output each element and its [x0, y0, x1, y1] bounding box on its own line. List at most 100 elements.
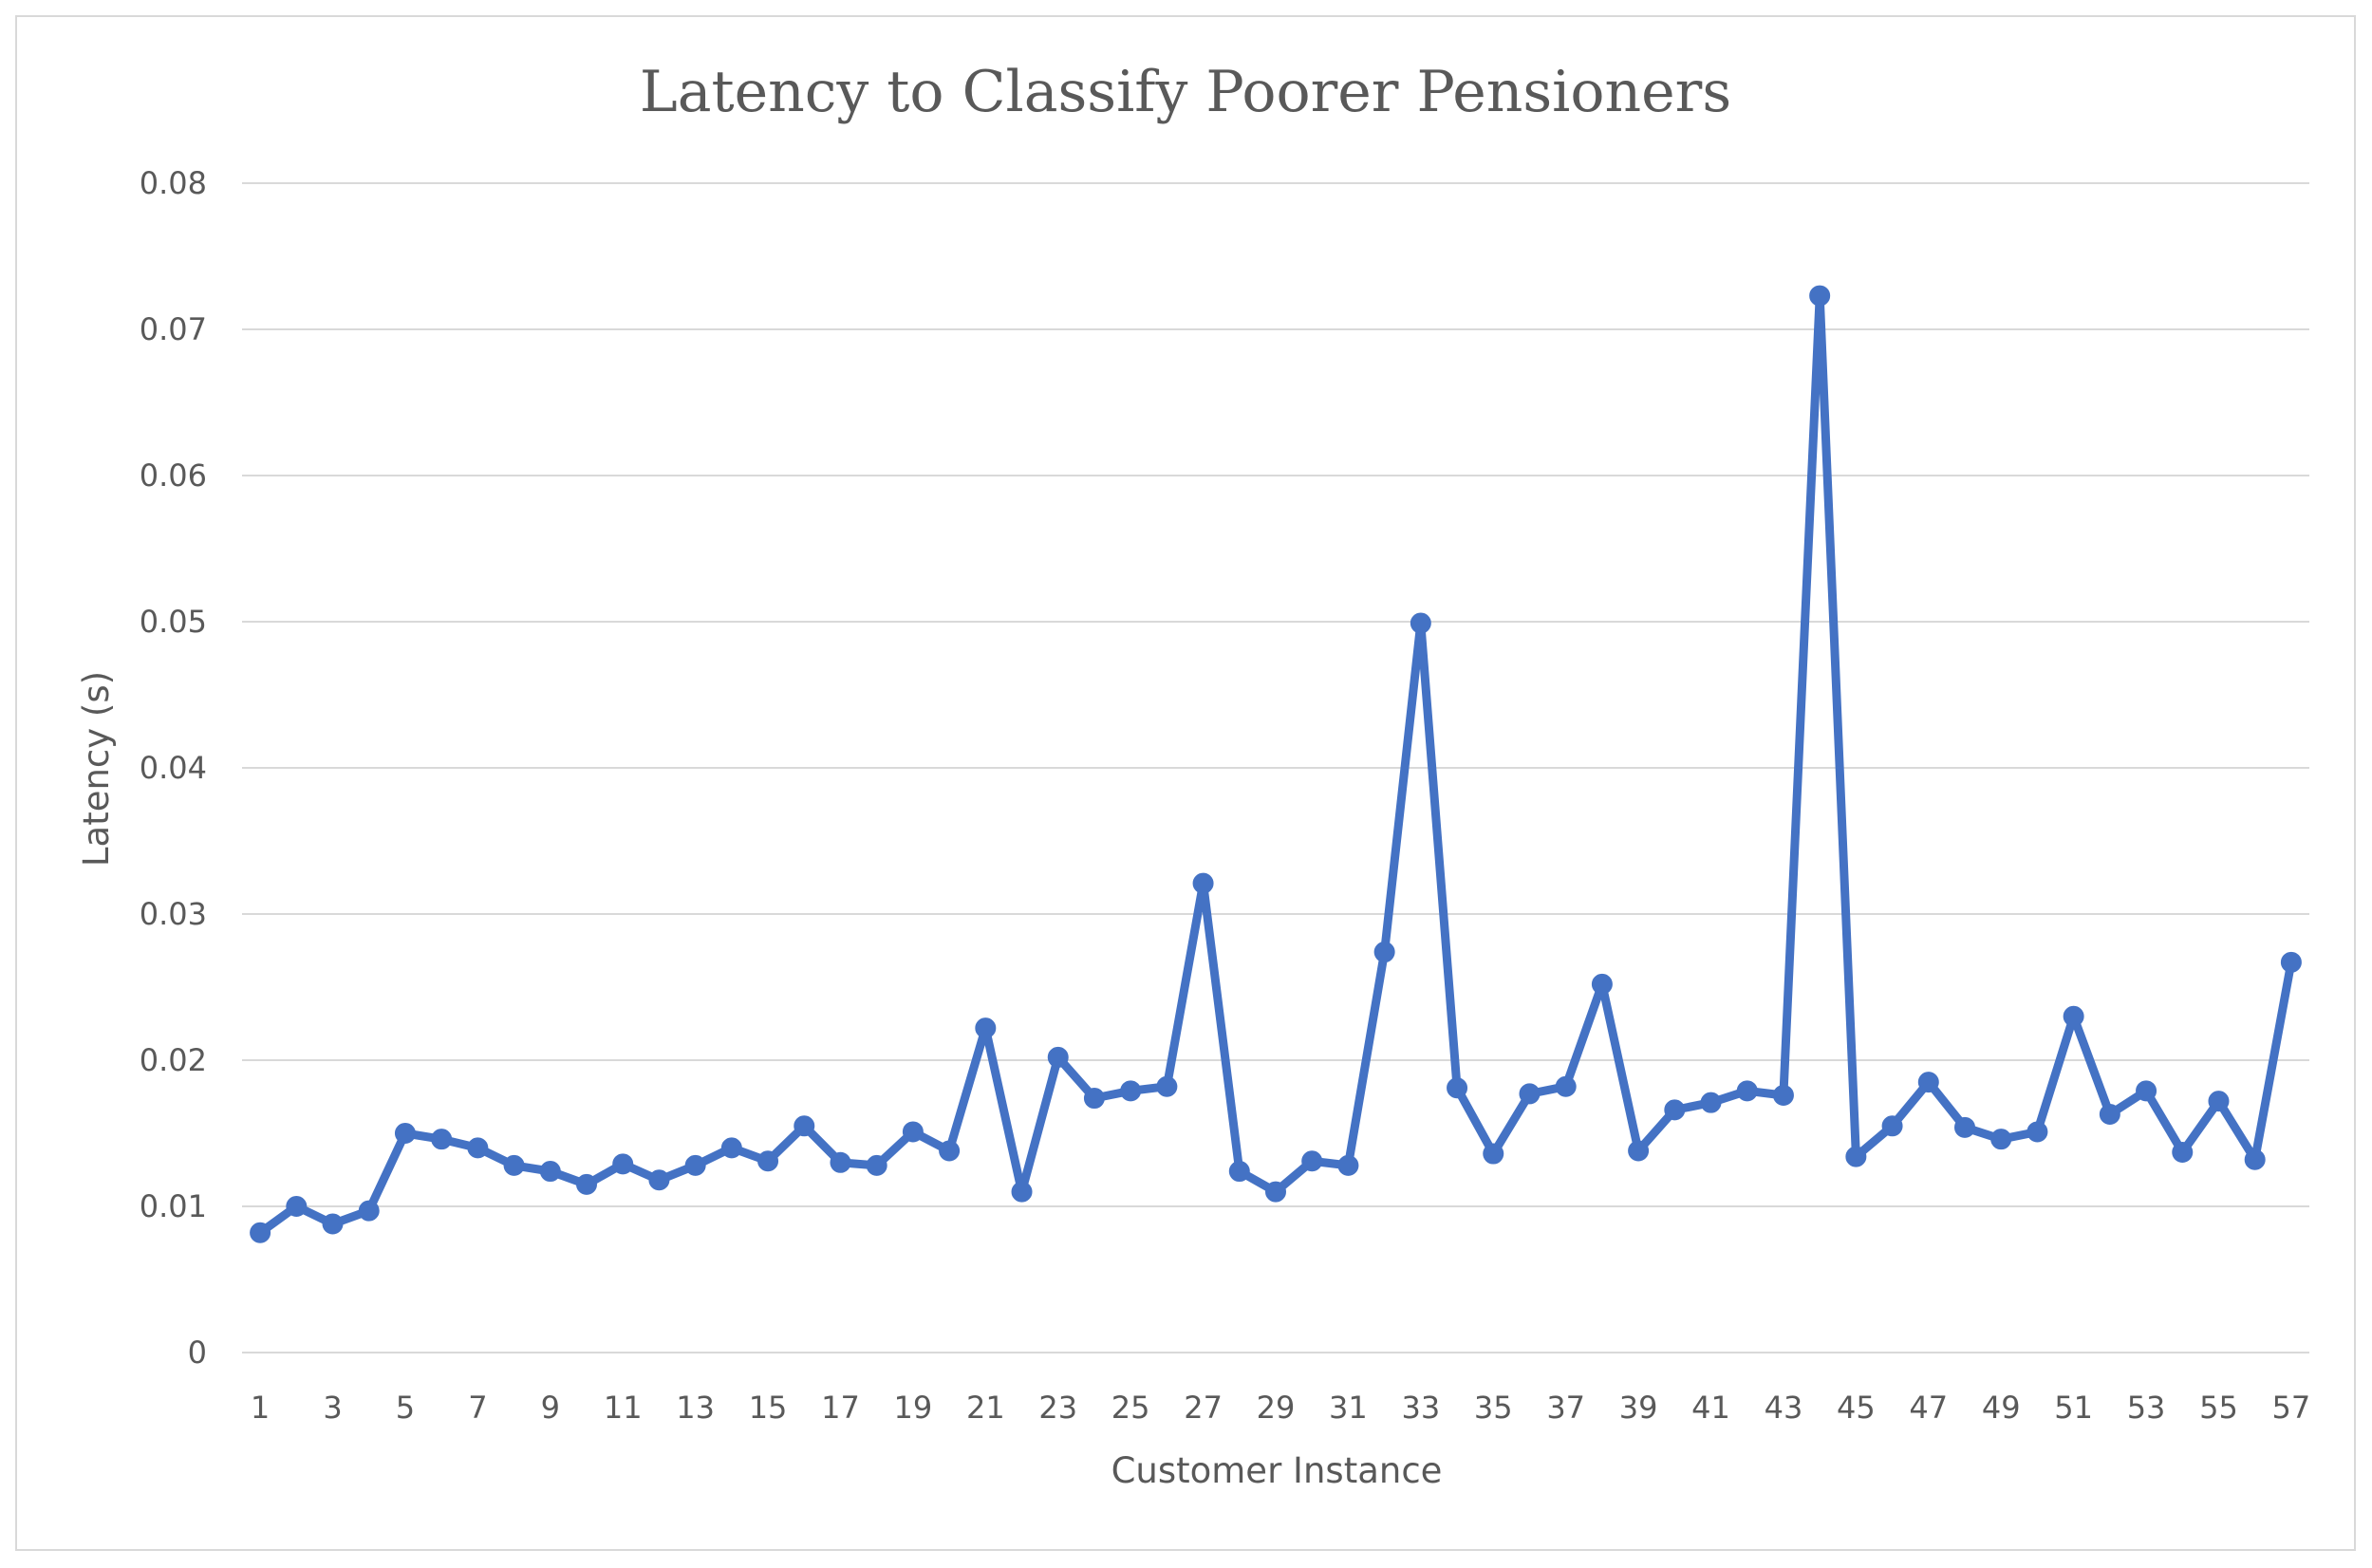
y-tick-label: 0.03 [140, 896, 207, 932]
data-point [1228, 1161, 1250, 1183]
data-point [939, 1140, 961, 1162]
x-tick-label: 49 [1982, 1390, 2021, 1426]
data-point [322, 1213, 344, 1235]
data-point [902, 1121, 924, 1143]
data-point [358, 1200, 380, 1222]
data-point [648, 1169, 670, 1191]
data-point [1664, 1099, 1686, 1121]
data-point [1555, 1075, 1577, 1097]
data-point [1809, 285, 1831, 307]
data-point [1447, 1077, 1468, 1099]
x-tick-label: 55 [2199, 1390, 2238, 1426]
data-point [1265, 1181, 1286, 1203]
x-tick-label: 19 [894, 1390, 933, 1426]
data-point [1917, 1072, 1939, 1093]
x-tick-label: 31 [1329, 1390, 1368, 1426]
gridlines [242, 182, 2309, 1353]
y-tick-label: 0.02 [140, 1042, 207, 1078]
data-point [1301, 1150, 1323, 1172]
data-point [1736, 1080, 1758, 1102]
data-point [2099, 1103, 2120, 1125]
data-point [1772, 1084, 1794, 1106]
data-point [1700, 1092, 1722, 1113]
x-tick-label: 37 [1546, 1390, 1585, 1426]
x-tick-label: 9 [541, 1390, 560, 1426]
data-point [250, 1222, 271, 1243]
y-tick-label: 0.08 [140, 165, 207, 201]
x-tick-label: 25 [1111, 1390, 1150, 1426]
chart-frame [15, 15, 2356, 1551]
data-point [2280, 951, 2302, 973]
x-axis-tick-labels: 1 3 5 7 9 11 13 15 17 19 21 23 25 27 29 31 33 35 37 39 41 43 4… [251, 1390, 2310, 1426]
y-tick-label: 0.05 [140, 604, 207, 640]
x-tick-label: 11 [604, 1390, 643, 1426]
x-axis-title: Customer Instance [1111, 1450, 1443, 1491]
data-point [467, 1137, 489, 1159]
data-point [503, 1154, 525, 1176]
x-tick-label: 29 [1257, 1390, 1296, 1426]
y-tick-label: 0 [188, 1335, 207, 1371]
x-tick-label: 13 [676, 1390, 715, 1426]
x-tick-label: 17 [821, 1390, 860, 1426]
x-tick-label: 47 [1909, 1390, 1948, 1426]
latency-series-line [255, 291, 2296, 1238]
data-point [576, 1173, 597, 1195]
data-point [431, 1129, 453, 1150]
data-point [1954, 1116, 1975, 1138]
data-point [1083, 1088, 1105, 1110]
data-point [866, 1154, 887, 1176]
x-tick-label: 7 [468, 1390, 487, 1426]
data-point [1192, 872, 1214, 894]
data-point [1047, 1046, 1069, 1068]
data-point [1156, 1075, 1178, 1097]
data-point [1591, 973, 1613, 995]
x-tick-label: 41 [1691, 1390, 1730, 1426]
x-tick-label: 43 [1765, 1390, 1803, 1426]
data-point [1410, 612, 1431, 634]
data-point [794, 1115, 815, 1137]
x-tick-label: 53 [2127, 1390, 2166, 1426]
data-point [2244, 1148, 2266, 1170]
data-point [394, 1123, 416, 1144]
x-tick-label: 1 [251, 1390, 270, 1426]
x-tick-label: 27 [1184, 1390, 1223, 1426]
x-tick-label: 51 [2054, 1390, 2093, 1426]
data-point [2172, 1142, 2194, 1164]
x-tick-label: 35 [1474, 1390, 1513, 1426]
x-tick-label: 5 [396, 1390, 415, 1426]
data-point [2208, 1091, 2230, 1112]
x-tick-label: 21 [966, 1390, 1005, 1426]
y-tick-label: 0.06 [140, 457, 207, 494]
data-point [975, 1017, 997, 1039]
y-tick-label: 0.07 [140, 311, 207, 347]
data-point [830, 1151, 851, 1173]
data-point [2063, 1005, 2084, 1027]
x-tick-label: 39 [1619, 1390, 1658, 1426]
x-tick-label: 45 [1837, 1390, 1876, 1426]
y-axis-title: Latency (s) [76, 671, 117, 867]
data-point [539, 1161, 561, 1183]
data-point [1373, 942, 1395, 963]
data-point [1483, 1143, 1504, 1165]
data-point [1990, 1129, 2012, 1150]
data-point [2026, 1121, 2048, 1143]
data-point [612, 1153, 634, 1175]
y-axis-tick-labels: 0 0.01 0.02 0.03 0.04 0.05 0.06 0.07 0.08 [140, 165, 207, 1371]
x-tick-label: 15 [749, 1390, 788, 1426]
data-point [1011, 1181, 1033, 1203]
data-point [286, 1196, 308, 1217]
data-point [684, 1154, 706, 1176]
data-point [720, 1137, 742, 1159]
x-tick-label: 33 [1401, 1390, 1440, 1426]
y-tick-label: 0.01 [140, 1188, 207, 1224]
x-tick-label: 57 [2272, 1390, 2311, 1426]
data-point [1337, 1154, 1359, 1176]
data-point [757, 1150, 779, 1172]
x-tick-label: 23 [1038, 1390, 1077, 1426]
data-point [1519, 1083, 1541, 1105]
data-point [1845, 1146, 1867, 1167]
data-point [1628, 1140, 1650, 1162]
y-tick-label: 0.04 [140, 750, 207, 786]
latency-series-points [250, 285, 2302, 1243]
